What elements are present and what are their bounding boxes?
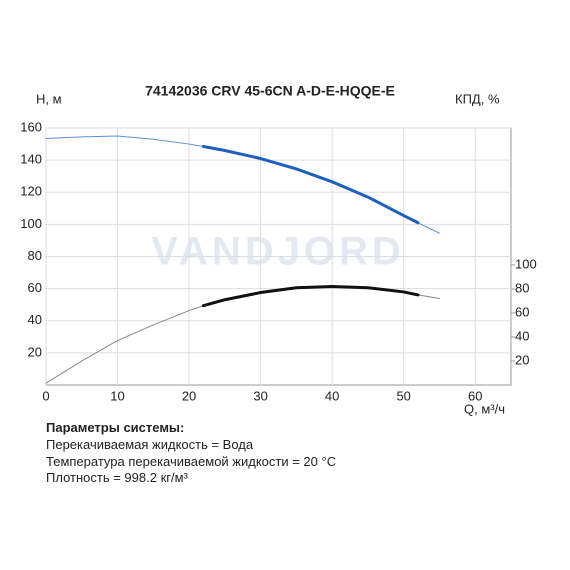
curve: [201, 144, 420, 225]
x-tick-label: 20: [182, 388, 196, 403]
y2-axis-label: КПД, %: [455, 91, 500, 106]
y2-tick-label: 60: [515, 304, 529, 319]
chart: 74142036 CRV 45-6CN A-D-E-HQQE-E H, м КП…: [20, 83, 537, 417]
params-line: Плотность = 998.2 кг/м³: [46, 470, 188, 485]
y-tick-label: 80: [28, 248, 42, 263]
y2-tick-label: 40: [515, 328, 529, 343]
y2-tick-label: 100: [515, 256, 537, 271]
curve: [45, 135, 440, 234]
curve: [45, 286, 440, 384]
x-tick-label: 40: [325, 388, 339, 403]
y-tick-label: 120: [20, 184, 42, 199]
x-tick-label: 30: [253, 388, 267, 403]
y-tick-label: 100: [20, 216, 42, 231]
y-tick-label: 40: [28, 312, 42, 327]
y-tick-label: 20: [28, 344, 42, 359]
curve: [201, 285, 420, 308]
y-axis-label: H, м: [36, 91, 62, 106]
watermark: VANDJORD: [151, 230, 405, 274]
params-line: Температура перекачиваемой жидкости = 20…: [46, 454, 337, 469]
x-axis-label: Q, м³/ч: [464, 401, 505, 416]
chart-title: 74142036 CRV 45-6CN A-D-E-HQQE-E: [145, 83, 395, 99]
params-line: Перекачиваемая жидкость = Вода: [46, 437, 254, 452]
x-tick-label: 50: [396, 388, 410, 403]
params-title: Параметры системы:: [46, 420, 185, 435]
x-tick-label: 60: [468, 388, 482, 403]
x-tick-label: 10: [110, 388, 124, 403]
y2-tick-label: 80: [515, 280, 529, 295]
y-tick-label: 160: [20, 119, 42, 134]
y-tick-label: 60: [28, 280, 42, 295]
x-tick-label: 0: [42, 388, 49, 403]
y2-tick-label: 20: [515, 352, 529, 367]
y-tick-label: 140: [20, 152, 42, 167]
